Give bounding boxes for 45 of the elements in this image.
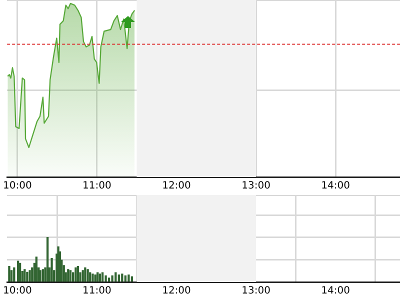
- bar: [24, 269, 26, 282]
- x-tick-label: 13:00: [242, 180, 270, 192]
- bar: [101, 272, 104, 282]
- bar: [28, 270, 31, 282]
- bar: [10, 270, 13, 282]
- x-tick-label: 13:00: [242, 286, 270, 297]
- bar: [35, 256, 38, 282]
- bar: [76, 266, 80, 282]
- x-tick-label: 10:00: [2, 286, 32, 297]
- bar: [98, 274, 101, 282]
- bar: [18, 262, 22, 282]
- x-tick-label: 14:00: [321, 286, 350, 297]
- bar: [84, 267, 86, 282]
- bar: [89, 272, 92, 282]
- bar: [108, 278, 110, 282]
- bar: [118, 274, 120, 282]
- bar: [42, 269, 44, 282]
- bar: [46, 237, 49, 282]
- bar: [96, 272, 99, 282]
- bar: [67, 269, 70, 282]
- bar: [111, 275, 114, 282]
- x-tick-label: 11:00: [82, 286, 112, 297]
- bar: [16, 260, 20, 282]
- bar: [104, 275, 107, 282]
- bar: [50, 258, 53, 282]
- x-tick-label: 14:00: [321, 180, 350, 192]
- bar: [114, 272, 117, 282]
- bar: [69, 270, 72, 282]
- bar: [13, 267, 16, 282]
- x-tick-label: 10:00: [2, 180, 32, 192]
- x-tick-label: 12:00: [162, 180, 191, 192]
- bar: [74, 267, 77, 282]
- bar: [82, 270, 84, 282]
- bar: [86, 269, 89, 282]
- bar: [94, 274, 96, 282]
- x-tick-label: 11:00: [82, 180, 112, 192]
- bar: [31, 267, 34, 282]
- bar: [92, 274, 94, 282]
- bar: [8, 266, 10, 282]
- bar: [128, 274, 130, 282]
- bar: [124, 275, 127, 282]
- bar: [57, 246, 60, 282]
- x-tick-label: 12:00: [162, 286, 191, 297]
- bar: [26, 272, 28, 282]
- bar: [121, 274, 124, 282]
